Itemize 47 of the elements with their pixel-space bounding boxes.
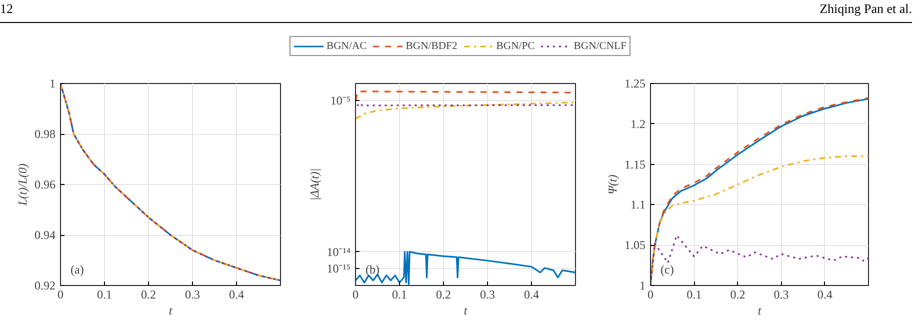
y-tick-label: 1.2 <box>630 116 646 131</box>
y-tick-label: 1 <box>50 76 56 90</box>
annotation: (a) <box>70 262 84 276</box>
line-series <box>356 98 576 106</box>
x-tick-label: 0.1 <box>686 288 702 302</box>
x-tick-label: 0.2 <box>436 288 451 302</box>
x-axis-title: t <box>168 304 173 318</box>
x-tick-label: 0.1 <box>392 288 407 302</box>
y-tick-label: 1.1 <box>630 198 646 212</box>
x-tick-label: 0 <box>648 288 654 302</box>
x-tick-label: 0 <box>352 288 358 302</box>
x-tick-label: 0.3 <box>480 288 495 302</box>
y-tick-label: 1.15 <box>624 157 646 172</box>
annotation: (b) <box>366 262 380 276</box>
text: Zhiqing Pan et al. <box>820 0 912 18</box>
x-tick-label: 0.4 <box>817 288 832 302</box>
y-axis-title: |ΔA(t)| <box>308 168 322 201</box>
y-tick-label: 10⁻¹⁴ <box>326 244 350 259</box>
y-tick-label: 0.92 <box>34 278 56 292</box>
x-axis-title: t <box>464 304 468 318</box>
y-tick-label: 1.25 <box>624 76 646 90</box>
x-tick-label: 0.2 <box>730 288 746 302</box>
legend-label: BGN/PC <box>496 40 535 52</box>
x-tick-label: 0.4 <box>229 288 244 302</box>
text: 12 <box>0 0 13 18</box>
x-tick-label: 0.2 <box>141 288 156 302</box>
y-tick-label: 1.05 <box>624 238 646 252</box>
legend-label: BGN/BDF2 <box>406 40 458 52</box>
x-tick-label: 0.1 <box>97 288 112 302</box>
line-series <box>356 102 576 120</box>
y-tick-label: 10⁻¹⁵ <box>326 262 350 276</box>
y-tick-label: 1 <box>640 278 646 292</box>
y-tick-label: 0.96 <box>34 178 56 192</box>
annotation: (c) <box>660 262 674 276</box>
x-tick-label: 0.4 <box>524 288 539 302</box>
y-tick-label: 0.94 <box>34 228 56 242</box>
legend-label: BGN/AC <box>326 40 367 52</box>
x-tick-label: 0.3 <box>185 288 200 302</box>
y-axis-title: Ψ(t) <box>606 174 620 194</box>
x-tick-label: 0 <box>58 288 64 302</box>
y-tick-label: 0.98 <box>34 127 56 141</box>
y-tick-label: 10⁻⁵ <box>330 93 351 108</box>
legend-label: BGN/CNLF <box>574 40 626 52</box>
y-axis-title: L(t)/L(0) <box>16 163 30 206</box>
x-tick-label: 0.3 <box>774 288 789 302</box>
x-axis-title: t <box>758 304 762 318</box>
line-series <box>356 251 576 285</box>
